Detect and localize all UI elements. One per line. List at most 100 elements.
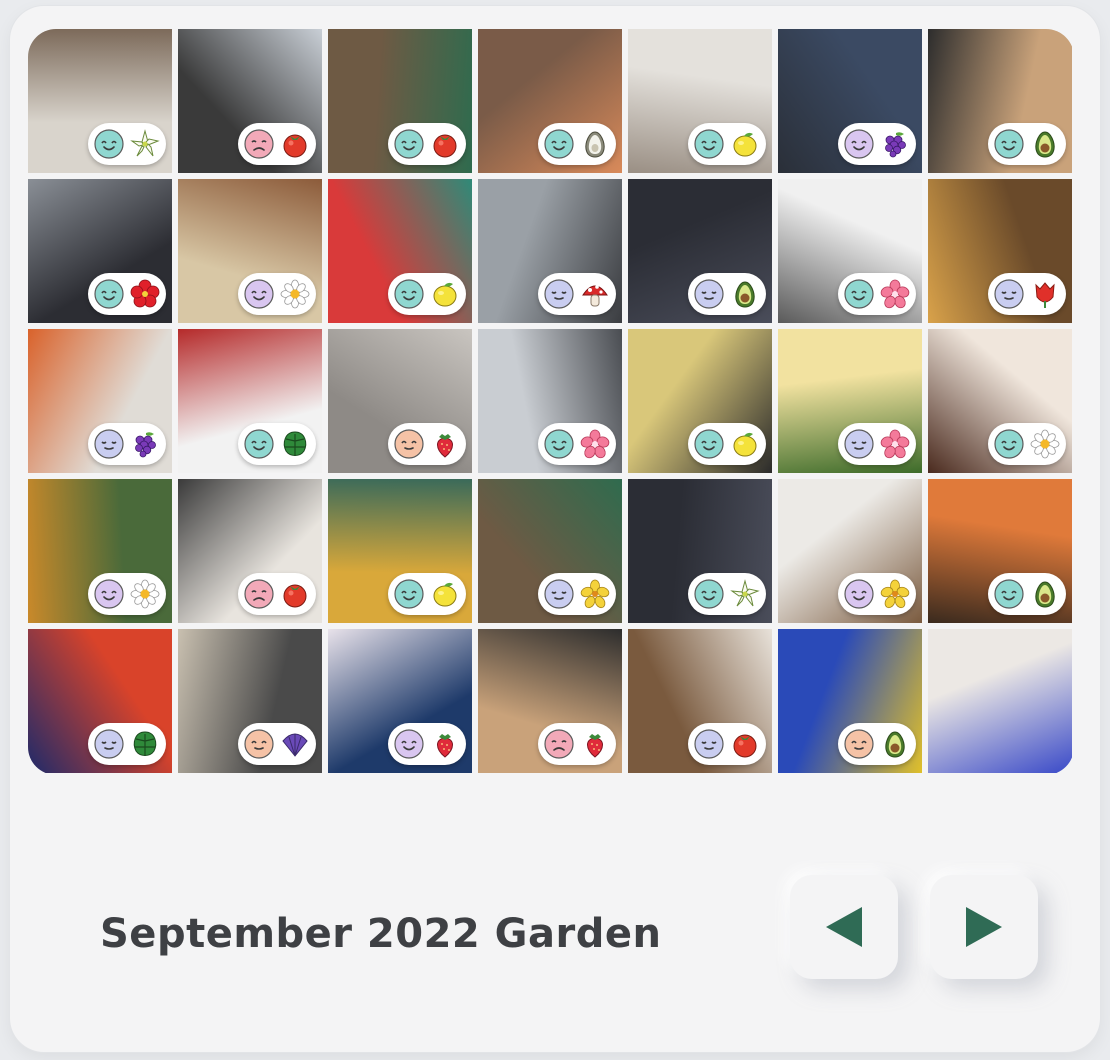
mood-plant-badge xyxy=(388,273,466,315)
happy-face-icon xyxy=(694,129,724,159)
calm-face-icon xyxy=(694,729,724,759)
garden-tile[interactable] xyxy=(28,329,172,473)
content-face-icon xyxy=(844,129,874,159)
happy-face-icon xyxy=(244,429,274,459)
garden-tile[interactable] xyxy=(28,629,172,773)
garden-tile[interactable] xyxy=(478,329,622,473)
shell-icon xyxy=(280,729,310,759)
garden-tile[interactable] xyxy=(328,629,472,773)
mood-plant-badge xyxy=(88,123,166,165)
garden-tile[interactable] xyxy=(328,329,472,473)
mood-plant-badge xyxy=(238,123,316,165)
calm-face-icon xyxy=(694,279,724,309)
sad-face-icon xyxy=(544,729,574,759)
mood-plant-badge xyxy=(988,123,1066,165)
strawberry-icon xyxy=(580,729,610,759)
mood-plant-badge xyxy=(88,423,166,465)
content-face-icon xyxy=(244,279,274,309)
mood-plant-badge xyxy=(538,423,616,465)
happy-face-icon xyxy=(394,279,424,309)
happy-face-icon xyxy=(694,579,724,609)
garden-tile[interactable] xyxy=(628,29,772,173)
garden-tile[interactable] xyxy=(478,479,622,623)
content-face-icon xyxy=(94,579,124,609)
garden-tile[interactable] xyxy=(628,179,772,323)
garden-tile[interactable] xyxy=(778,629,922,773)
mood-plant-badge xyxy=(688,423,766,465)
garden-tile[interactable] xyxy=(478,29,622,173)
mood-plant-badge xyxy=(238,723,316,765)
mood-plant-badge xyxy=(88,273,166,315)
photo-grid xyxy=(28,29,1074,775)
next-month-button[interactable] xyxy=(930,875,1038,979)
happy-face-icon xyxy=(544,429,574,459)
monstera-icon xyxy=(280,429,310,459)
garden-tile[interactable] xyxy=(328,29,472,173)
garden-tile[interactable] xyxy=(178,629,322,773)
calm-face-icon xyxy=(994,279,1024,309)
avocado-icon xyxy=(1030,129,1060,159)
garden-tile[interactable] xyxy=(478,179,622,323)
garden-tile[interactable] xyxy=(928,629,1072,773)
mood-plant-badge xyxy=(688,273,766,315)
happy-face-icon xyxy=(694,429,724,459)
grapes-icon xyxy=(130,429,160,459)
happy-face-icon xyxy=(844,279,874,309)
garden-tile[interactable] xyxy=(778,179,922,323)
lemon-icon xyxy=(730,129,760,159)
tomato-icon xyxy=(430,129,460,159)
garden-tile[interactable] xyxy=(178,329,322,473)
garden-tile[interactable] xyxy=(178,479,322,623)
happy-face-icon xyxy=(94,129,124,159)
garden-tile[interactable] xyxy=(628,329,772,473)
neutral-face-icon xyxy=(394,429,424,459)
garden-tile[interactable] xyxy=(628,479,772,623)
previous-month-button[interactable] xyxy=(790,875,898,979)
garden-tile[interactable] xyxy=(328,479,472,623)
mood-plant-badge xyxy=(688,123,766,165)
content-face-icon xyxy=(394,729,424,759)
mood-plant-badge xyxy=(388,573,466,615)
happy-face-icon xyxy=(94,279,124,309)
lily-flower-icon xyxy=(730,579,760,609)
yellow-flower-icon xyxy=(580,579,610,609)
strawberry-icon xyxy=(430,729,460,759)
mood-plant-badge xyxy=(538,273,616,315)
garden-tile[interactable] xyxy=(178,29,322,173)
daisy-icon xyxy=(1030,429,1060,459)
garden-tile[interactable] xyxy=(28,29,172,173)
garden-tile[interactable] xyxy=(928,179,1072,323)
mood-plant-badge xyxy=(238,273,316,315)
calm-face-icon xyxy=(94,729,124,759)
avocado-icon xyxy=(880,729,910,759)
mood-plant-badge xyxy=(88,573,166,615)
garden-tile[interactable] xyxy=(778,479,922,623)
avocado-seed-icon xyxy=(580,129,610,159)
garden-tile[interactable] xyxy=(628,629,772,773)
garden-tile[interactable] xyxy=(328,179,472,323)
mood-plant-badge xyxy=(688,723,766,765)
happy-face-icon xyxy=(544,129,574,159)
mood-plant-badge xyxy=(538,723,616,765)
grapes-icon xyxy=(880,129,910,159)
happy-face-icon xyxy=(994,429,1024,459)
garden-tile[interactable] xyxy=(28,179,172,323)
garden-tile[interactable] xyxy=(928,329,1072,473)
garden-tile[interactable] xyxy=(928,479,1072,623)
tomato-icon xyxy=(730,729,760,759)
mood-plant-badge xyxy=(988,573,1066,615)
sakura-icon xyxy=(880,429,910,459)
mood-plant-badge xyxy=(388,723,466,765)
mood-plant-badge xyxy=(238,573,316,615)
garden-tile[interactable] xyxy=(28,479,172,623)
avocado-icon xyxy=(730,279,760,309)
lemon-icon xyxy=(430,279,460,309)
garden-tile[interactable] xyxy=(178,179,322,323)
strawberry-icon xyxy=(430,429,460,459)
garden-tile[interactable] xyxy=(778,29,922,173)
garden-tile[interactable] xyxy=(478,629,622,773)
mood-plant-badge xyxy=(388,423,466,465)
garden-tile[interactable] xyxy=(928,29,1072,173)
garden-tile[interactable] xyxy=(778,329,922,473)
content-face-icon xyxy=(844,579,874,609)
